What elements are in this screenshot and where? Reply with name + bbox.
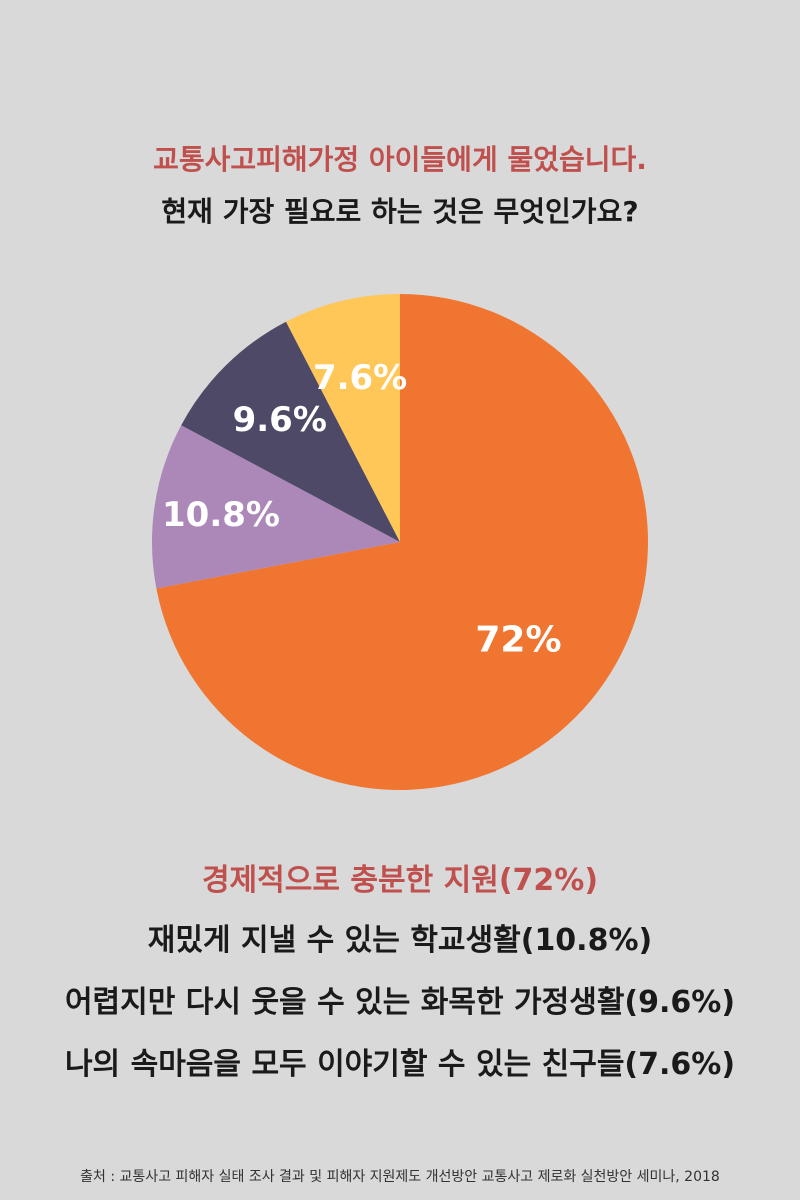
pie-label-family-life: 9.6% <box>233 400 327 440</box>
pie-slice-economic-support <box>156 294 648 790</box>
legend-item-school-life: 재밌게 지낼 수 있는 학교생활(10.8%) <box>147 923 653 958</box>
chart-subtitle: 현재 가장 필요로 하는 것은 무엇인가요? <box>161 195 639 228</box>
source-note: 출처 : 교통사고 피해자 실태 조사 결과 및 피해자 지원제도 개선방안 교… <box>80 1169 720 1185</box>
pie-slice-friends <box>286 294 400 542</box>
pie-slice-school-life <box>151 425 400 589</box>
pie-label-friends: 7.6% <box>313 358 407 398</box>
legend-item-family-life: 어렵지만 다시 웃을 수 있는 화목한 가정생활(9.6%) <box>64 985 736 1020</box>
pie-slice-family-life <box>181 321 400 542</box>
pie-label-school-life: 10.8% <box>162 495 280 535</box>
chart-title: 교통사고피해가정 아이들에게 물었습니다. <box>153 143 647 176</box>
legend-item-friends: 나의 속마음을 모두 이야기할 수 있는 친구들(7.6%) <box>64 1047 736 1082</box>
legend-item-economic-support: 경제적으로 충분한 지원(72%) <box>201 863 599 898</box>
pie-label-economic-support: 72% <box>475 620 561 661</box>
